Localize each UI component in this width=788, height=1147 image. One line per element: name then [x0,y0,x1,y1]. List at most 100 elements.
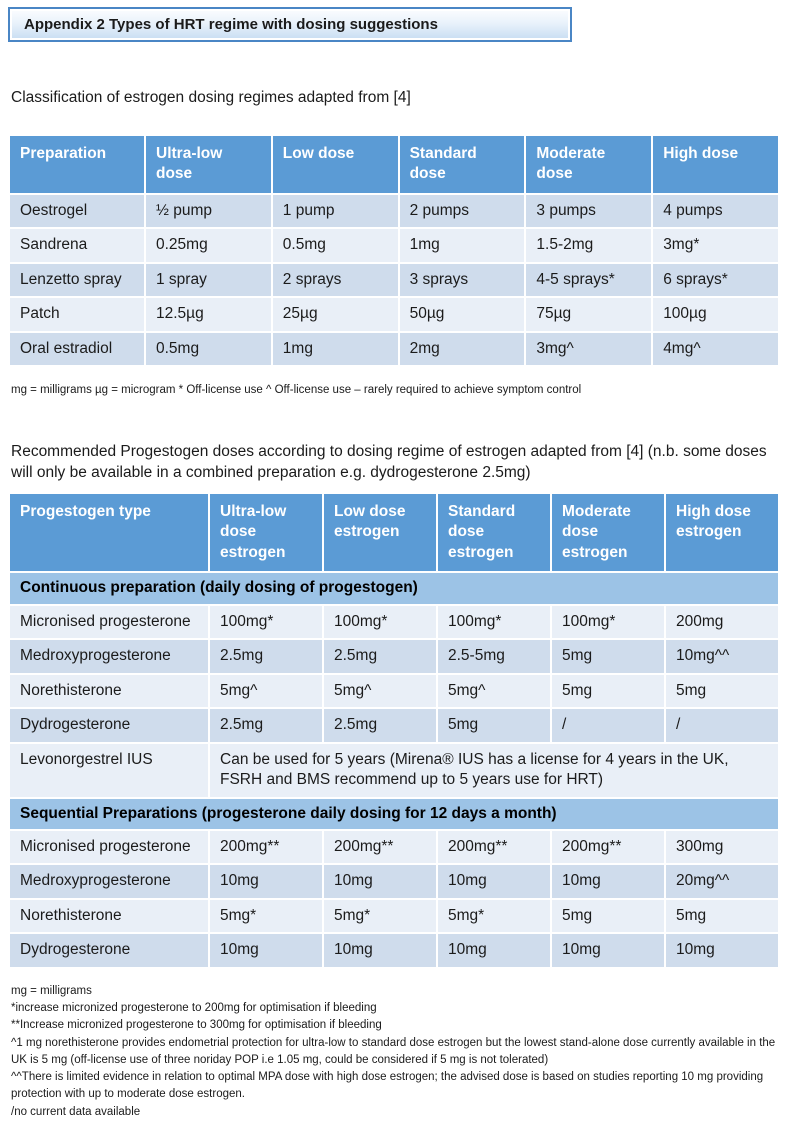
table-row: Medroxyprogesterone 2.5mg 2.5mg 2.5-5mg … [8,638,780,675]
dose-cell: 3 pumps [524,192,654,230]
dose-cell: 100mg* [550,603,666,641]
dose-cell: 200mg** [322,829,438,866]
row-label: Medroxyprogesterone [8,863,210,900]
dose-cell: 5mg^ [436,672,552,710]
dose-cell: / [664,707,780,744]
dose-cell: 10mg [550,932,666,969]
intro-progestogen-text: Recommended Progestogen doses according … [11,443,767,482]
dose-cell: 5mg* [322,897,438,935]
dose-cell: 200mg** [436,829,552,866]
dose-cell: 5mg [664,672,780,710]
footnote-line: ^^There is limited evidence in relation … [11,1071,764,1101]
dose-cell: / [550,707,666,744]
table-row: Lenzetto spray 1 spray 2 sprays 3 sprays… [8,261,780,299]
dose-cell: 5mg [436,707,552,744]
dose-cell: 5mg^ [208,672,324,710]
dose-cell: 200mg** [208,829,324,866]
dose-cell: 2.5mg [208,707,324,744]
footnote-line: mg = milligrams [11,984,92,997]
dose-cell: 0.25mg [144,227,273,264]
dose-cell: 4 pumps [651,192,780,230]
table-row: Oral estradiol 0.5mg 1mg 2mg 3mg^ 4mg^ [8,330,780,368]
dose-cell: 10mg [322,863,438,900]
dose-cell: 10mg [550,863,666,900]
table-row: Medroxyprogesterone 10mg 10mg 10mg 10mg … [8,863,780,900]
column-header: Standard dose estrogen [436,492,552,574]
dose-cell: 10mg [664,932,780,969]
dose-cell: ½ pump [144,192,273,230]
dose-cell: 5mg^ [322,672,438,710]
row-label: Dydrogesterone [8,932,210,969]
levonorgestrel-note-cell: Can be used for 5 years (Mirena® IUS has… [208,741,780,799]
dose-cell: 200mg [664,603,780,641]
dose-cell: 3 sprays [397,261,527,299]
table-row: Oestrogel ½ pump 1 pump 2 pumps 3 pumps … [8,192,780,230]
table-row: Micronised progesterone 200mg** 200mg** … [8,829,780,866]
dose-cell: 1 spray [144,261,273,299]
dose-cell: 10mg^^ [664,638,780,675]
dose-cell: 75µg [524,296,654,333]
column-header: High dose estrogen [664,492,780,574]
dose-cell: 5mg [550,638,666,675]
dose-cell: 2mg [397,330,527,368]
dose-cell: 10mg [322,932,438,969]
table-row: Dydrogesterone 2.5mg 2.5mg 5mg / / [8,707,780,744]
dose-cell: 100mg* [208,603,324,641]
dose-cell: 4mg^ [651,330,780,368]
row-label: Oral estradiol [8,330,146,368]
column-header: Progestogen type [8,492,210,574]
dose-cell: 5mg* [208,897,324,935]
dose-cell: 10mg [208,932,324,969]
dose-cell: 1mg [270,330,400,368]
column-header: Moderate dose estrogen [550,492,666,574]
dose-cell: 2.5-5mg [436,638,552,675]
row-label: Dydrogesterone [8,707,210,744]
table-header-row: Preparation Ultra-low dose Low dose Stan… [8,133,780,195]
column-header: Ultra-low dose estrogen [208,492,324,574]
section-title: Sequential Preparations (progesterone da… [8,796,780,832]
dose-cell: 5mg* [436,897,552,935]
dose-cell: 3mg* [651,227,780,264]
dose-cell: 12.5µg [144,296,273,333]
column-header: Preparation [8,133,146,195]
dose-cell: 100mg* [322,603,438,641]
estrogen-table-footnote: mg = milligrams µg = microgram * Off-lic… [11,384,582,397]
table-row: Dydrogesterone 10mg 10mg 10mg 10mg 10mg [8,932,780,969]
section-header-continuous: Continuous preparation (daily dosing of … [8,571,780,606]
dose-cell: 10mg [436,863,552,900]
table-row: Norethisterone 5mg^ 5mg^ 5mg^ 5mg 5mg [8,672,780,710]
table-header-row: Progestogen type Ultra-low dose estrogen… [8,492,780,574]
dose-cell: 4-5 sprays* [524,261,654,299]
footnote-line: ^1 mg norethisterone provides endometria… [11,1036,776,1066]
dose-cell: 10mg [208,863,324,900]
row-label: Norethisterone [8,672,210,710]
dose-cell: 5mg [664,897,780,935]
dose-cell: 2 pumps [397,192,527,230]
dose-cell: 25µg [270,296,400,333]
table-row: Patch 12.5µg 25µg 50µg 75µg 100µg [8,296,780,333]
table-row: Norethisterone 5mg* 5mg* 5mg* 5mg 5mg [8,897,780,935]
progestogen-table-footnotes: mg = milligrams *increase micronized pro… [11,983,779,1121]
footnote-line: **Increase micronized progesterone to 30… [11,1019,382,1032]
column-header: Standard dose [397,133,527,195]
estrogen-dose-table: Preparation Ultra-low dose Low dose Stan… [8,133,780,368]
dose-cell: 50µg [397,296,527,333]
column-header: Ultra-low dose [144,133,273,195]
appendix-title: Appendix 2 Types of HRT regime with dosi… [24,16,438,33]
row-label: Medroxyprogesterone [8,638,210,675]
dose-cell: 100µg [651,296,780,333]
row-label: Patch [8,296,146,333]
column-header: Low dose [270,133,400,195]
footnote-line: *increase micronized progesterone to 200… [11,1002,377,1015]
dose-cell: 20mg^^ [664,863,780,900]
footnote-line: /no current data available [11,1105,141,1118]
intro-classification-text: Classification of estrogen dosing regime… [11,89,411,106]
column-header: Low dose estrogen [322,492,438,574]
dose-cell: 2 sprays [270,261,400,299]
section-title: Continuous preparation (daily dosing of … [8,571,780,606]
dose-cell: 2.5mg [208,638,324,675]
row-label: Micronised progesterone [8,603,210,641]
dose-cell: 200mg** [550,829,666,866]
row-label: Levonorgestrel IUS [8,741,210,799]
